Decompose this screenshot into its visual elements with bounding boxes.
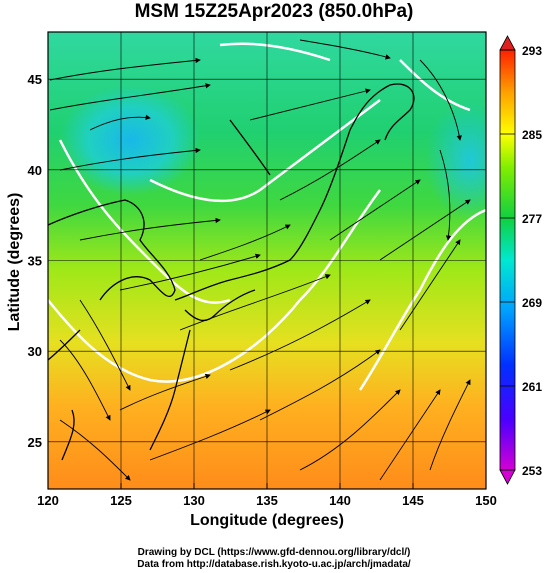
x-tick-label: 125 <box>110 493 132 508</box>
y-axis-ticks: 25 30 35 40 45 <box>28 72 42 450</box>
x-tick-label: 140 <box>329 493 351 508</box>
wind-streamlines <box>49 39 471 481</box>
colorbar: 253 261 269 277 285 293 <box>499 35 542 485</box>
colorbar-max-arrow <box>499 35 516 51</box>
x-axis-ticks: 120 125 130 135 140 145 150 <box>37 483 497 508</box>
x-tick-label: 150 <box>475 493 497 508</box>
x-tick-label: 145 <box>402 493 424 508</box>
colorbar-tick-label: 261 <box>522 380 542 394</box>
lat-lon-grid <box>47 32 487 489</box>
map-title: MSM 15Z25Apr2023 (850.0hPa) <box>134 1 414 22</box>
credit-data-source: Data from http://database.rish.kyoto-u.a… <box>137 559 411 570</box>
colorbar-min-arrow <box>499 469 516 485</box>
x-axis-label: Longitude (degrees) <box>190 512 344 529</box>
colorbar-tick-label: 277 <box>522 212 542 226</box>
colorbar-tick-label: 253 <box>522 464 542 478</box>
y-axis-label: Latitude (degrees) <box>6 192 23 332</box>
y-tick-label: 40 <box>28 163 42 178</box>
colorbar-tick-label: 269 <box>522 296 542 310</box>
colorbar-tick-label: 285 <box>522 128 542 142</box>
isotherm-lines <box>48 42 486 391</box>
y-tick-label: 45 <box>28 72 42 87</box>
x-tick-label: 135 <box>256 493 278 508</box>
credit-dcl: Drawing by DCL (https://www.gfd-dennou.o… <box>137 547 411 558</box>
y-tick-label: 25 <box>28 435 42 450</box>
y-tick-label: 35 <box>28 254 42 269</box>
y-tick-label: 30 <box>28 344 42 359</box>
colorbar-tick-label: 293 <box>522 44 542 58</box>
x-tick-label: 130 <box>183 493 205 508</box>
x-tick-label: 120 <box>37 493 59 508</box>
